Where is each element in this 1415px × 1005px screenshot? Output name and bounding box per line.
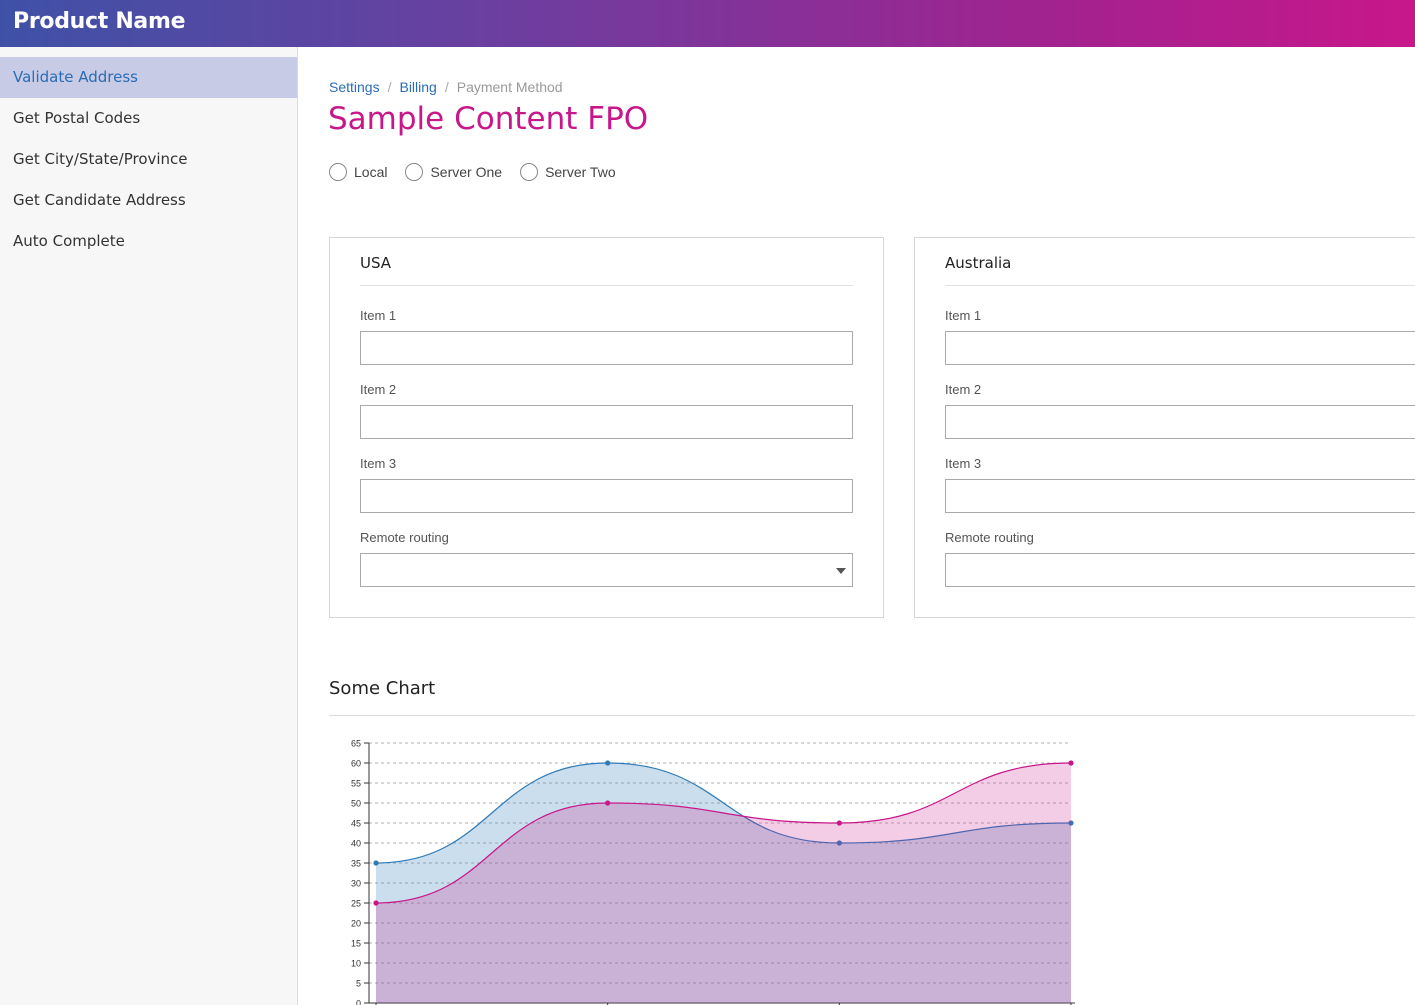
chart-title: Some Chart — [329, 678, 436, 699]
radio-button[interactable] — [520, 163, 539, 181]
field-label-item-2: Item 2 — [360, 382, 397, 397]
sidebar-nav: Validate Address Get Postal Codes Get Ci… — [0, 57, 297, 262]
series-line-1 — [375, 762, 1072, 904]
radio-label: Local — [354, 164, 388, 180]
australia-remote-routing-select[interactable] — [945, 553, 1415, 587]
usa-item-1-input[interactable] — [360, 331, 853, 365]
data-point — [373, 900, 379, 906]
area-chart: 0 5 10 15 20 25 30 35 40 45 50 55 60 65 — [351, 739, 1075, 1005]
breadcrumb-current: Payment Method — [456, 79, 563, 95]
australia-item-2-input[interactable] — [945, 405, 1415, 439]
series-line-0 — [375, 762, 1072, 864]
panel-title: Australia — [945, 254, 1012, 272]
field-label-item-1: Item 1 — [360, 308, 397, 323]
panel-usa: USA Item 1 Item 2 Item 3 Remote routing — [329, 237, 884, 618]
y-tick-label: 15 — [351, 939, 361, 949]
top-bar: Product Name — [0, 0, 1415, 47]
y-tick-label: 10 — [351, 959, 361, 969]
breadcrumb: Settings / Billing / Payment Method — [329, 79, 563, 95]
data-point — [836, 840, 842, 846]
y-tick-label: 30 — [351, 879, 361, 889]
y-tick-label: 55 — [351, 779, 361, 789]
usa-remote-routing-select[interactable] — [360, 553, 853, 587]
page-title: Sample Content FPO — [328, 101, 649, 137]
radio-label: Server One — [430, 164, 503, 180]
y-tick-label: 20 — [351, 919, 361, 929]
sidebar-item-auto-complete[interactable]: Auto Complete — [13, 232, 125, 250]
radio-label: Server Two — [545, 164, 616, 180]
panel-title: USA — [360, 254, 392, 272]
field-label-remote-routing: Remote routing — [360, 530, 449, 545]
usa-item-3-input[interactable] — [360, 479, 853, 513]
radio-server-one[interactable]: Server One — [405, 163, 502, 181]
y-tick-label: 25 — [351, 899, 361, 909]
breadcrumb-separator: / — [444, 79, 449, 95]
usa-item-2-input[interactable] — [360, 405, 853, 439]
data-point — [605, 800, 611, 806]
field-label-item-1: Item 1 — [945, 308, 982, 323]
y-tick-label: 0 — [356, 999, 361, 1005]
breadcrumb-settings[interactable]: Settings — [329, 79, 380, 95]
y-tick-label: 40 — [351, 839, 361, 849]
australia-item-3-input[interactable] — [945, 479, 1415, 513]
sidebar: Validate Address Get Postal Codes Get Ci… — [0, 47, 298, 1005]
y-tick-label: 45 — [351, 819, 361, 829]
data-point — [1068, 760, 1074, 766]
y-tick-label: 65 — [351, 739, 361, 749]
server-radio-group: Local Server One Server Two — [329, 163, 634, 181]
main-content: Settings / Billing / Payment Method Samp… — [298, 47, 1415, 1005]
sidebar-item-get-candidate-address[interactable]: Get Candidate Address — [13, 191, 186, 209]
radio-server-two[interactable]: Server Two — [520, 163, 616, 181]
y-tick-label: 50 — [351, 799, 361, 809]
australia-item-1-input[interactable] — [945, 331, 1415, 365]
field-label-remote-routing: Remote routing — [945, 530, 1034, 545]
radio-button[interactable] — [329, 163, 347, 181]
sidebar-item-get-city-state-province[interactable]: Get City/State/Province — [13, 150, 188, 168]
chevron-down-icon[interactable] — [836, 568, 846, 574]
y-tick-label: 60 — [351, 759, 361, 769]
data-point — [605, 760, 611, 766]
panel-divider — [360, 285, 853, 286]
data-point — [373, 860, 379, 866]
series-area-1 — [376, 763, 1071, 1003]
panel-divider — [945, 285, 1415, 286]
sidebar-item-validate-address[interactable]: Validate Address — [0, 57, 297, 98]
radio-local[interactable]: Local — [329, 163, 387, 181]
field-label-item-3: Item 3 — [360, 456, 397, 471]
sidebar-item-get-postal-codes[interactable]: Get Postal Codes — [13, 109, 141, 127]
y-tick-label: 35 — [351, 859, 361, 869]
field-label-item-3: Item 3 — [945, 456, 982, 471]
product-name: Product Name — [13, 9, 186, 34]
field-label-item-2: Item 2 — [945, 382, 982, 397]
data-point — [1068, 820, 1074, 826]
breadcrumb-separator: / — [387, 79, 392, 95]
data-point — [836, 820, 842, 826]
series-area-0 — [376, 763, 1071, 1003]
chart-divider — [329, 715, 1415, 716]
radio-button[interactable] — [405, 163, 424, 181]
panel-australia: Australia Item 1 Item 2 Item 3 Remote ro… — [914, 237, 1415, 618]
y-tick-label: 5 — [356, 979, 361, 989]
breadcrumb-billing[interactable]: Billing — [399, 79, 437, 95]
